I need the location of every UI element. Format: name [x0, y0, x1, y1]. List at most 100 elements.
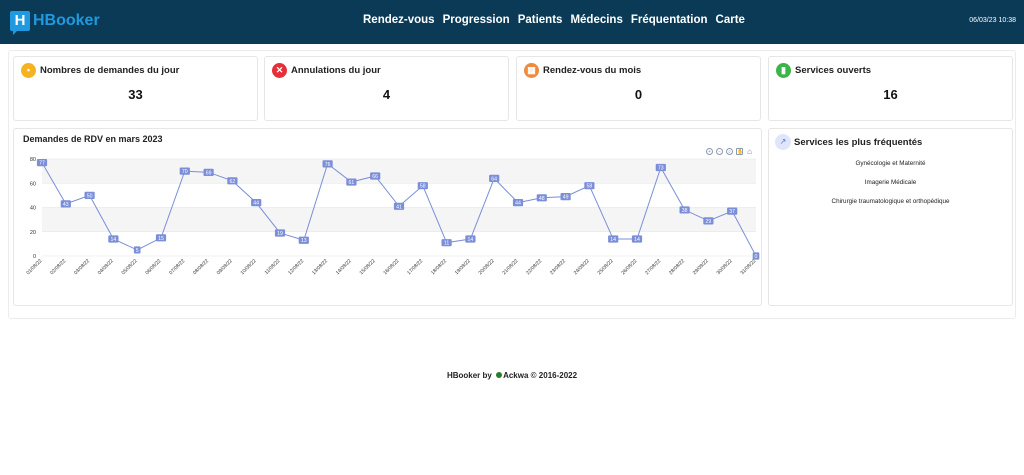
stat-card-annulations: ✕ Annulations du jour 4 [264, 56, 509, 121]
x-tick-label: 17/08/22 [406, 258, 424, 276]
data-label-box [60, 200, 71, 208]
data-label: 14 [111, 237, 117, 243]
chart-toolbar: + − ⌕ ✋ ⌂ [706, 147, 753, 156]
x-tick-label: 05/08/22 [121, 258, 139, 276]
data-label: 44 [515, 201, 521, 207]
service-item: Imagerie Médicale [864, 179, 917, 186]
data-label-box [512, 199, 524, 207]
grid-band [42, 207, 756, 232]
x-tick-label: 15/08/22 [359, 258, 377, 276]
data-label: 14 [610, 237, 616, 243]
data-label-box [631, 235, 643, 243]
data-label: 76 [325, 162, 331, 168]
data-label: 64 [491, 176, 497, 182]
nav-patients[interactable]: Patients [517, 14, 563, 26]
data-label-box [752, 252, 760, 260]
x-tick-label: 26/08/22 [620, 258, 638, 276]
data-label: 48 [539, 196, 545, 202]
y-tick-label: 0 [33, 254, 36, 260]
stat-value: 16 [883, 87, 898, 102]
data-label: 13 [301, 238, 307, 244]
ackwa-logo-icon [496, 372, 503, 378]
data-label: 70 [182, 169, 188, 175]
nav-frequentation[interactable]: Fréquentation [630, 14, 708, 26]
stat-card-services: ▮ Services ouverts 16 [768, 56, 1013, 121]
x-tick-label: 25/08/22 [597, 258, 615, 276]
stat-card-rdv-mois: ▦ Rendez-vous du mois 0 [516, 56, 761, 121]
stat-value: 0 [634, 87, 643, 102]
data-label-box [36, 159, 48, 167]
cancel-icon: ✕ [272, 63, 287, 78]
calendar-icon: ▪ [21, 63, 36, 78]
nav-progression[interactable]: Progression [442, 14, 510, 26]
calendar-month-icon: ▦ [524, 63, 539, 78]
x-tick-label: 14/08/22 [335, 258, 353, 276]
data-label-box [108, 235, 119, 243]
zoom-in-icon[interactable]: + [706, 148, 713, 155]
data-label: 43 [63, 202, 69, 208]
logo-badge-icon: H [10, 11, 30, 35]
nav-rendez-vous[interactable]: Rendez-vous [363, 14, 435, 26]
data-label: 62 [230, 179, 236, 185]
app-logo[interactable]: H HBooker [10, 11, 100, 35]
x-tick-label: 18/08/22 [430, 258, 448, 276]
data-label: 11 [444, 241, 449, 247]
data-label: 41 [396, 204, 402, 210]
data-label-box [536, 194, 547, 202]
data-label-box [441, 239, 452, 247]
pan-icon[interactable]: ✋ [736, 148, 744, 155]
dashboard-panel: ▪ Nombres de demandes du jour 33 ✕ Annul… [8, 50, 1016, 319]
stat-value: 4 [382, 87, 391, 102]
data-label-box [608, 235, 619, 243]
x-tick-label: 08/08/22 [192, 258, 210, 276]
rdv-line-chart: 0 20 40 60 80 01/08/22 02/08/22 03/08/22 04/08/2… [25, 157, 760, 276]
top-navbar: H HBooker Rendez-vous Progression Patien… [0, 0, 1024, 44]
footer-brand: Ackwa [503, 371, 529, 380]
data-label-box [133, 246, 141, 254]
stat-title: Annulations du jour [291, 65, 381, 76]
data-label: 38 [682, 208, 688, 214]
data-label-box [584, 182, 595, 190]
data-label-box [727, 207, 738, 215]
x-tick-label: 22/08/22 [525, 258, 543, 276]
x-tick-label: 02/08/22 [49, 258, 67, 276]
x-tick-label: 24/08/22 [573, 258, 591, 276]
data-label: 14 [468, 237, 474, 243]
nav-medecins[interactable]: Médecins [570, 14, 623, 26]
data-label: 69 [206, 170, 212, 176]
x-tick-label: 23/08/22 [549, 258, 567, 276]
zoom-out-icon[interactable]: − [716, 148, 723, 155]
data-label-box [679, 206, 690, 214]
data-label: 58 [587, 184, 593, 190]
x-tick-label: 03/08/22 [73, 258, 91, 276]
x-tick-label: 19/08/22 [454, 258, 472, 276]
data-label-box [155, 234, 167, 242]
zoom-select-icon[interactable]: ⌕ [726, 148, 733, 155]
y-tick-label: 80 [30, 157, 36, 163]
data-label: 19 [277, 231, 283, 237]
data-label-box [370, 172, 381, 180]
x-tick-label: 31/08/22 [739, 258, 757, 276]
x-tick-label: 20/08/22 [478, 258, 496, 276]
footer-copyright: © 2016-2022 [530, 371, 578, 380]
x-tick-label: 10/08/22 [240, 258, 258, 276]
data-label-box [298, 236, 309, 244]
x-tick-label: 07/08/22 [168, 258, 186, 276]
x-tick-label: 12/08/22 [287, 258, 305, 276]
data-label: 29 [706, 219, 712, 225]
nav-carte[interactable]: Carte [715, 14, 745, 26]
services-title: Services les plus fréquentés [794, 137, 923, 148]
stat-title: Nombres de demandes du jour [40, 65, 180, 76]
data-label-box [417, 182, 428, 190]
data-label-box [393, 202, 405, 210]
service-item: Chirurgie traumatologique et orthopédiqu… [831, 198, 950, 205]
data-label-box [560, 192, 571, 201]
chart-line-icon: ↗ [775, 134, 791, 150]
chart-title: Demandes de RDV en mars 2023 [23, 134, 163, 144]
reset-zoom-icon[interactable]: ⌂ [747, 147, 752, 156]
data-label: 14 [634, 237, 640, 243]
current-datetime: 06/03/23 10:38 [969, 17, 1016, 24]
stat-title: Rendez-vous du mois [543, 65, 642, 76]
footer-prefix: HBooker by [446, 371, 492, 380]
x-tick-label: 28/08/22 [668, 258, 686, 276]
